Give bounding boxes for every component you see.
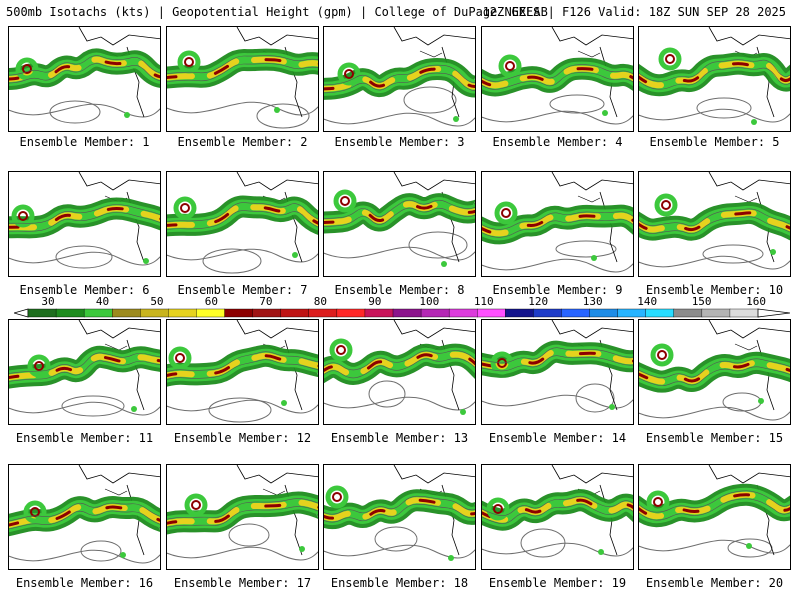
colorbar-swatch <box>420 308 450 318</box>
ensemble-member-label: Ensemble Member: 14 <box>488 431 627 445</box>
ensemble-member-map <box>323 26 476 132</box>
ensemble-member-map <box>481 171 634 277</box>
ensemble-member-label: Ensemble Member: 15 <box>645 431 784 445</box>
ensemble-member-map <box>481 464 634 570</box>
colorbar-tick-label: 50 <box>150 295 164 308</box>
ensemble-member-map <box>8 171 161 277</box>
ensemble-member-label: Ensemble Member: 4 <box>492 135 623 149</box>
colorbar-tick-label: 90 <box>368 295 382 308</box>
ensemble-member-label: Ensemble Member: 16 <box>15 576 154 590</box>
colorbar-swatch <box>392 308 422 318</box>
colorbar-swatch <box>83 308 113 318</box>
ensemble-member-map <box>166 26 319 132</box>
colorbar-tick-label: 60 <box>204 295 219 308</box>
colorbar-min-arrow <box>14 308 29 318</box>
ensemble-member-map <box>638 171 791 277</box>
ensemble-member-label: Ensemble Member: 3 <box>334 135 465 149</box>
ensemble-member-label: Ensemble Member: 7 <box>177 283 308 297</box>
ensemble-member-map <box>8 464 161 570</box>
colorbar-swatch <box>168 308 197 318</box>
colorbar-scale <box>14 308 790 318</box>
colorbar-tick-label: 30 <box>41 295 55 308</box>
ensemble-member-label: Ensemble Member: 12 <box>173 431 312 445</box>
colorbar-swatch <box>140 308 169 318</box>
ensemble-member-map <box>638 319 791 425</box>
ensemble-member-label: Ensemble Member: 17 <box>173 576 312 590</box>
ensemble-member-map <box>166 464 319 570</box>
ensemble-member-map <box>323 464 476 570</box>
colorbar-swatch <box>589 308 619 318</box>
ensemble-member-map <box>638 464 791 570</box>
ensemble-member-map <box>323 171 476 277</box>
ensemble-member-map <box>638 26 791 132</box>
colorbar-swatch <box>27 308 57 318</box>
ensemble-member-label: Ensemble Member: 2 <box>177 135 308 149</box>
colorbar-swatch <box>561 308 591 318</box>
colorbar-tick-label: 80 <box>313 295 327 308</box>
colorbar-swatch <box>280 308 310 318</box>
ensemble-member-map <box>481 319 634 425</box>
colorbar-tick-label: 100 <box>419 295 440 308</box>
ensemble-member-label: Ensemble Member: 9 <box>492 283 623 297</box>
colorbar-swatch <box>701 308 731 318</box>
header-title: 500mb Isotachs (kts) | Geopotential Heig… <box>6 5 548 19</box>
colorbar-swatch <box>252 308 282 318</box>
colorbar-tick-label: 120 <box>528 295 549 308</box>
isotach-colorbar: 30405060708090100110120130140150160170 <box>14 296 790 320</box>
ensemble-member-map <box>8 26 161 132</box>
ensemble-member-label: Ensemble Member: 18 <box>330 576 469 590</box>
colorbar-swatch <box>645 308 675 318</box>
colorbar-swatch <box>196 308 226 318</box>
ensemble-member-label: Ensemble Member: 8 <box>334 283 465 297</box>
ensemble-member-label: Ensemble Member: 20 <box>645 576 784 590</box>
ensemble-member-map <box>166 171 319 277</box>
colorbar-swatch <box>112 308 141 318</box>
header-run-info: 12Z GEFS | F126 Valid: 18Z SUN SEP 28 20… <box>482 5 786 19</box>
colorbar-swatch <box>55 308 85 318</box>
ensemble-member-label: Ensemble Member: 5 <box>649 135 780 149</box>
ensemble-member-label: Ensemble Member: 6 <box>19 283 150 297</box>
colorbar-swatch <box>448 308 478 318</box>
ensemble-member-label: Ensemble Member: 10 <box>645 283 784 297</box>
ensemble-member-label: Ensemble Member: 11 <box>15 431 154 445</box>
ensemble-member-map <box>323 319 476 425</box>
ensemble-member-map <box>8 319 161 425</box>
colorbar-tick-label: 150 <box>691 295 712 308</box>
colorbar-swatch <box>617 308 647 318</box>
colorbar-swatch <box>505 308 534 318</box>
map-header: 500mb Isotachs (kts) | Geopotential Heig… <box>0 0 800 24</box>
ensemble-member-label: Ensemble Member: 1 <box>19 135 150 149</box>
colorbar-max-arrow <box>757 308 790 318</box>
colorbar-tick-label: 160 <box>746 295 767 308</box>
ensemble-member-label: Ensemble Member: 13 <box>330 431 469 445</box>
colorbar-tick-label: 40 <box>95 295 110 308</box>
ensemble-member-map <box>481 26 634 132</box>
colorbar-tick-label: 140 <box>637 295 658 308</box>
colorbar-swatch <box>729 308 759 318</box>
colorbar-swatch <box>224 308 254 318</box>
ensemble-member-label: Ensemble Member: 19 <box>488 576 627 590</box>
colorbar-swatch <box>308 308 338 318</box>
colorbar-swatch <box>673 308 703 318</box>
colorbar-tick-label: 110 <box>473 295 494 308</box>
colorbar-tick-label: 130 <box>582 295 603 308</box>
colorbar-tick-label: 70 <box>259 295 273 308</box>
colorbar-swatch <box>533 308 562 318</box>
colorbar-swatch <box>477 308 506 318</box>
ensemble-member-map <box>166 319 319 425</box>
colorbar-swatch <box>336 308 366 318</box>
colorbar-swatch <box>364 308 394 318</box>
